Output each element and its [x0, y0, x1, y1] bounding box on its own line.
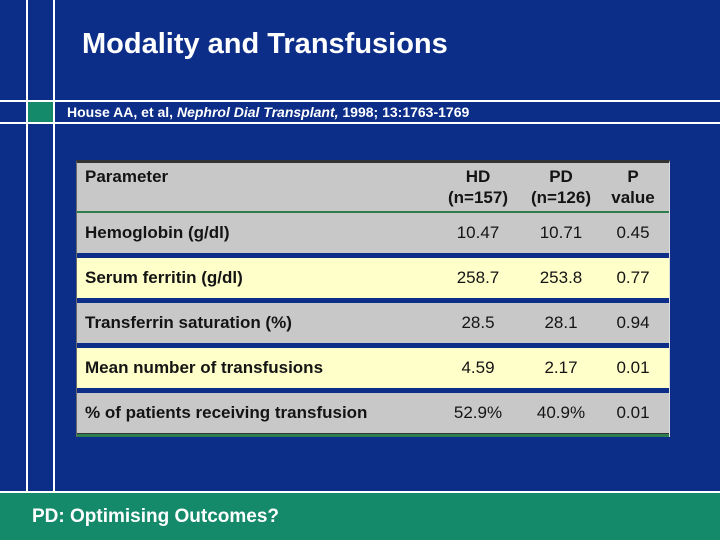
column-header-pvalue-line1: P [627, 167, 639, 186]
cell-hd-value: 258.7 [456, 268, 500, 287]
citation-bar: House AA, et al, Nephrol Dial Transplant… [0, 100, 720, 124]
data-table: Parameter HD (n=157) PD (n=126) P value … [76, 160, 670, 437]
table-header-row: Parameter HD (n=157) PD (n=126) P value [77, 163, 669, 213]
table-row: % of patients receiving transfusion 52.9… [77, 393, 669, 433]
cell-pd-value: 253.8 [539, 268, 583, 287]
table-row: Mean number of transfusions 4.59 2.17 0.… [77, 348, 669, 393]
cell-parameter: Transferrin saturation (%) [85, 313, 292, 332]
cell-p-value: 0.77 [616, 268, 650, 287]
cell-p-value: 0.94 [616, 313, 650, 332]
citation-authors: House AA, et al, [67, 104, 177, 120]
cell-hd-value: 28.5 [461, 313, 495, 332]
table-row: Transferrin saturation (%) 28.5 28.1 0.9… [77, 303, 669, 348]
column-header-pd: PD (n=126) [525, 163, 597, 211]
cell-pd-value: 40.9% [536, 403, 586, 422]
cell-parameter: Mean number of transfusions [85, 358, 324, 377]
citation-accent-square [26, 102, 55, 122]
cell-p-value: 0.45 [616, 223, 650, 242]
footer-bar: PD: Optimising Outcomes? [0, 491, 720, 540]
table-row: Hemoglobin (g/dl) 10.47 10.71 0.45 [77, 213, 669, 258]
column-header-hd: HD (n=157) [431, 163, 525, 211]
cell-p-value: 0.01 [616, 403, 650, 422]
column-header-hd-line1: HD [465, 167, 491, 186]
column-header-pd-line1: PD [549, 167, 573, 186]
column-header-hd-line2: (n=157) [448, 188, 508, 207]
column-header-parameter: Parameter [85, 167, 169, 186]
cell-p-value: 0.01 [616, 358, 650, 377]
column-header-pvalue: P value [597, 163, 669, 211]
cell-parameter: Hemoglobin (g/dl) [85, 223, 230, 242]
citation-reference: 1998; 13:1763-1769 [342, 104, 470, 120]
citation-journal: Nephrol Dial Transplant, [176, 104, 343, 120]
column-header-pvalue-line2: value [611, 188, 655, 207]
cell-pd-value: 2.17 [544, 358, 578, 377]
column-header-pd-line2: (n=126) [531, 188, 591, 207]
cell-pd-value: 28.1 [544, 313, 578, 332]
cell-hd-value: 4.59 [461, 358, 495, 377]
cell-hd-value: 10.47 [456, 223, 500, 242]
cell-pd-value: 10.71 [539, 223, 583, 242]
cell-hd-value: 52.9% [453, 403, 503, 422]
table-bottom-accent-line [77, 433, 669, 437]
grid-line-vertical-2 [53, 0, 55, 491]
cell-parameter: Serum ferritin (g/dl) [85, 268, 243, 287]
footer-text: PD: Optimising Outcomes? [32, 506, 280, 527]
cell-parameter: % of patients receiving transfusion [85, 403, 368, 422]
grid-line-vertical-1 [26, 0, 28, 491]
citation-text: House AA, et al, Nephrol Dial Transplant… [67, 102, 469, 122]
table-row: Serum ferritin (g/dl) 258.7 253.8 0.77 [77, 258, 669, 303]
page-title: Modality and Transfusions [82, 28, 448, 60]
